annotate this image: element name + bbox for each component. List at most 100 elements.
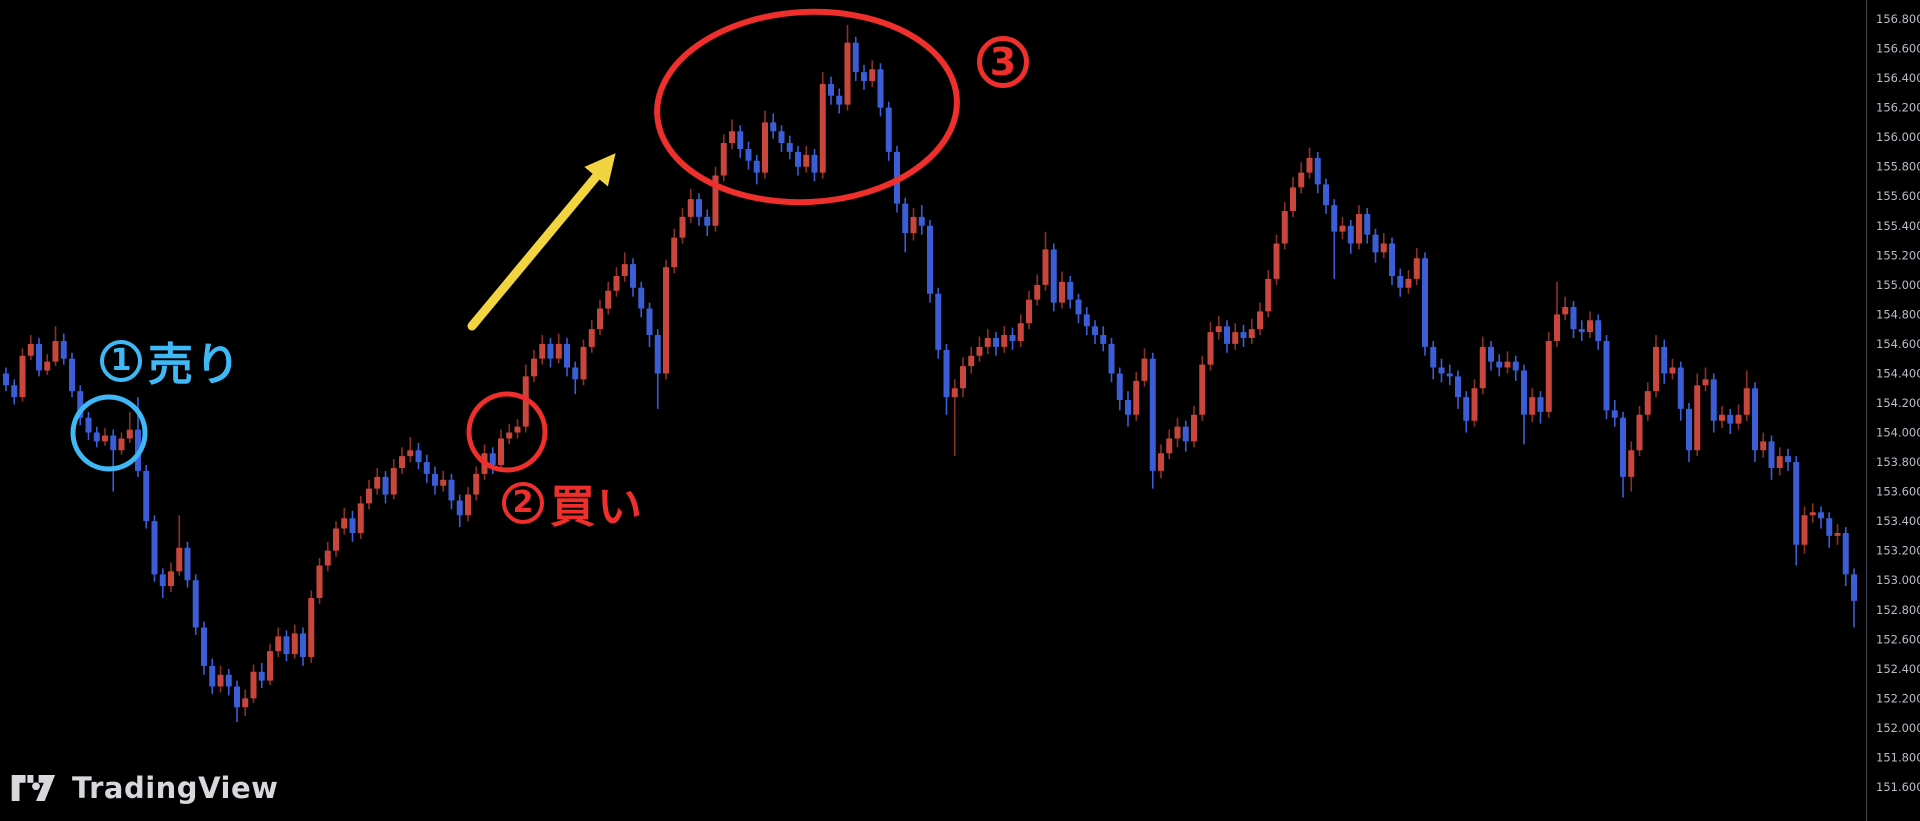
candle-body [341,518,348,529]
candle-body [1125,400,1131,415]
axis-price-label: 153.600 [1876,485,1920,499]
candle-body [1446,373,1453,377]
candle-body [1653,346,1659,392]
axis-price-label: 154.800 [1876,307,1920,321]
candle-body [3,373,9,386]
candle-body [1455,376,1461,398]
candle-body [1158,453,1164,471]
axis-price-label: 155.200 [1876,248,1920,262]
candle-body [1768,441,1775,468]
axis-price-label: 155.400 [1876,219,1920,233]
candles [3,24,1857,723]
candle-body [1488,346,1494,362]
candle-body [852,42,859,73]
candle-body [885,107,892,152]
candle-body [209,665,216,687]
candle-body [539,343,546,359]
axis-price-label: 151.800 [1876,750,1920,764]
candle-body [225,674,232,687]
candle-body [1760,441,1767,451]
candle-body [1224,326,1230,344]
circled-number-2-icon: 2 [502,481,544,524]
candle-body [1347,225,1354,244]
candle-body [621,264,628,276]
axis-price-label: 156.600 [1876,42,1920,56]
candle-body [1191,414,1197,442]
axis-price-label: 156.200 [1876,101,1920,115]
candle-body [19,355,26,398]
candle-body [498,438,504,466]
candle-body [69,358,75,392]
candle-body [333,528,339,551]
candle-body [36,343,42,371]
candle-body [828,83,834,96]
candle-body [968,355,975,367]
candle-body [1834,532,1841,536]
candle-body [324,550,331,566]
axis-price-label: 154.600 [1876,337,1920,351]
axis-price-label: 155.000 [1876,278,1920,292]
candle-body [357,503,364,533]
candle-body [234,686,240,708]
candle-body [1001,335,1008,347]
candle-body [27,343,34,356]
candle-body [267,651,273,681]
candle-body [382,476,389,495]
candle-body [1306,157,1313,173]
candle-body [93,432,100,442]
candle-body [1141,358,1148,381]
candle-body [85,417,92,433]
candle-body [580,346,587,380]
candle-body [1719,414,1725,421]
candle-body [1727,414,1734,424]
circled-number-1-icon: 1 [100,339,142,382]
candle-body [1265,278,1272,312]
candle-body [1067,281,1074,300]
candle-body [1149,358,1156,471]
axis-price-label: 152.000 [1876,721,1920,735]
candle-body [902,203,909,234]
candle-body [423,462,430,474]
candle-body [275,636,282,652]
candle-body [671,237,678,268]
candle-body [555,343,562,359]
candle-body [1133,380,1140,415]
candle-body [184,547,191,581]
axis-price-label: 156.400 [1876,71,1920,85]
candle-body [366,488,372,504]
candle-body [390,467,397,495]
candle-body [951,388,958,398]
candle-body [316,565,323,598]
candle-body [291,633,298,655]
candle-body [1389,243,1395,276]
candle-body [803,154,810,167]
candle-body [935,293,942,350]
tradingview-logo[interactable]: TradingView [10,771,278,805]
candle-body [564,343,570,368]
candle-body [1496,361,1503,368]
candle-body [1257,311,1263,330]
candle-body [630,264,636,288]
candle-body [151,521,158,575]
axis-price-label: 152.600 [1876,632,1920,646]
candle-body [1092,326,1098,336]
candle-body [1628,450,1635,477]
candle-body [1710,379,1717,421]
top-zone-ellipse [654,8,960,206]
candle-body [910,216,917,234]
candle-body [877,69,884,108]
candle-body [283,636,290,655]
candle-body [729,131,735,144]
candle-body [943,349,950,398]
axis-price-label: 153.200 [1876,544,1920,558]
candle-body [1034,284,1041,300]
candle-body [1026,299,1032,324]
candle-body [1677,367,1684,409]
candle-body [844,42,851,105]
candle-body [613,275,620,291]
candle-body [1587,320,1593,333]
axis-price-label: 154.400 [1876,366,1920,380]
candle-body [1661,346,1668,374]
annotation-three-label: 3 [977,36,1029,88]
